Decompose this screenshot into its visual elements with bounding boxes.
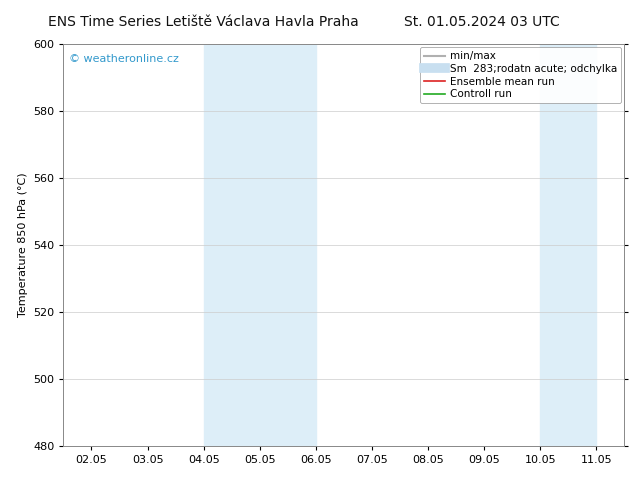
Bar (540, 44, 597, 446)
Text: St. 01.05.2024 03 UTC: St. 01.05.2024 03 UTC (404, 15, 560, 29)
Text: © weatheronline.cz: © weatheronline.cz (69, 54, 179, 64)
Bar (204, 44, 260, 446)
Bar (260, 44, 316, 446)
Text: ENS Time Series Letiště Václava Havla Praha: ENS Time Series Letiště Václava Havla Pr… (48, 15, 358, 29)
Legend: min/max, Sm  283;rodatn acute; odchylka, Ensemble mean run, Controll run: min/max, Sm 283;rodatn acute; odchylka, … (420, 47, 621, 103)
Y-axis label: Temperature 850 hPa (°C): Temperature 850 hPa (°C) (18, 172, 27, 318)
